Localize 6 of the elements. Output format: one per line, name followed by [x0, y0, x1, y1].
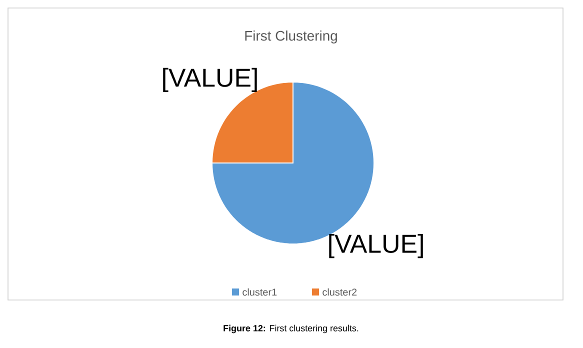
data-label: [VALUE]	[329, 234, 423, 258]
data-label: [VALUE]	[163, 68, 257, 92]
chart-title: First Clustering	[245, 30, 337, 44]
text: Figure 12: First clustering results.	[224, 324, 358, 334]
legend-label: cluster1	[242, 288, 277, 296]
legend-label: cluster2	[322, 288, 357, 296]
